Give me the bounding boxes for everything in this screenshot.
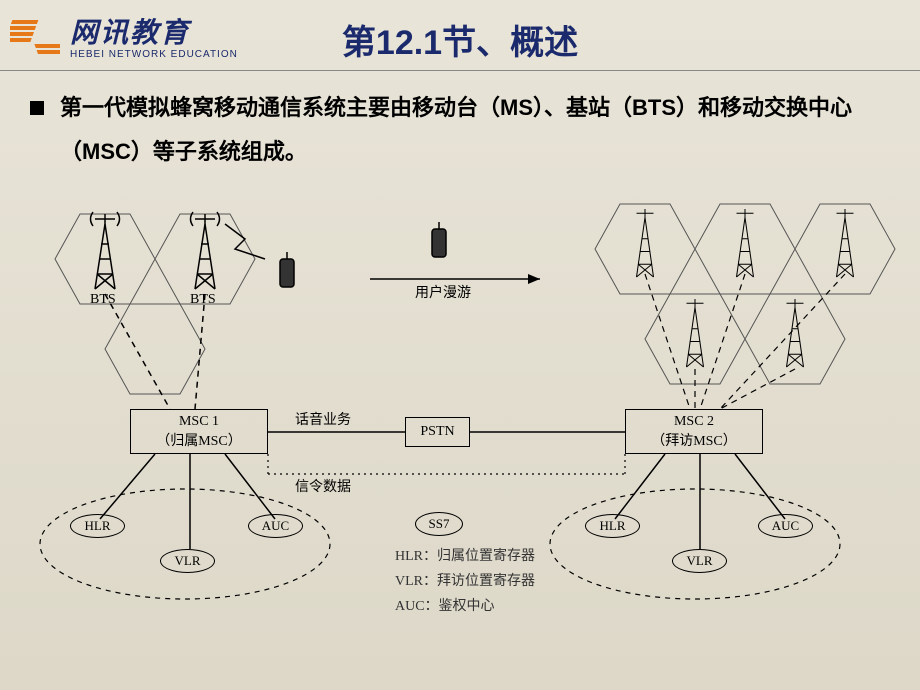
ss7-node: SS7 (415, 512, 463, 536)
legend: HLR：归属位置寄存器 VLR：拜访位置寄存器 AUC：鉴权中心 (395, 544, 535, 620)
msc1-line2: （归属MSC） (156, 432, 242, 452)
hlr-left: HLR (70, 514, 125, 538)
auc-left: AUC (248, 514, 303, 538)
divider (0, 70, 920, 71)
bts-label-2: BTS (190, 292, 216, 308)
legend-auc: AUC：鉴权中心 (395, 594, 535, 619)
logo-text-cn: 网讯教育 (70, 11, 238, 51)
hlr-right: HLR (585, 514, 640, 538)
msc1-line1: MSC 1 (179, 412, 219, 432)
ss7-label: SS7 (429, 516, 450, 532)
bullet-content: 第一代模拟蜂窝移动通信系统主要由移动台（MS）、基站（BTS）和移动交换中心（M… (60, 86, 890, 174)
auc-right: AUC (758, 514, 813, 538)
signal-label: 信令数据 (295, 476, 351, 496)
msc1-box: MSC 1 （归属MSC） (130, 409, 268, 454)
msc2-line1: MSC 2 (674, 412, 714, 432)
msc2-line2: （拜访MSC） (651, 432, 737, 452)
vlr-right: VLR (672, 549, 727, 573)
bullet-paragraph: 第一代模拟蜂窝移动通信系统主要由移动台（MS）、基站（BTS）和移动交换中心（M… (0, 86, 920, 174)
logo-text-en: HEBEI NETWORK EDUCATION (70, 49, 238, 60)
logo: 网讯教育 HEBEI NETWORK EDUCATION (10, 10, 238, 60)
roaming-label: 用户漫游 (415, 282, 471, 302)
legend-vlr: VLR：拜访位置寄存器 (395, 569, 535, 594)
voice-label: 话音业务 (295, 409, 351, 429)
legend-hlr: HLR：归属位置寄存器 (395, 544, 535, 569)
logo-icon (10, 10, 60, 60)
bts-label-1: BTS (90, 292, 116, 308)
header: 网讯教育 HEBEI NETWORK EDUCATION 第12.1节、概述 (0, 0, 920, 70)
network-diagram: BTS BTS 用户漫游 MSC 1 （归属MSC） PSTN MSC 2 （拜… (0, 174, 920, 654)
pstn-label: PSTN (420, 422, 454, 442)
vlr-left: VLR (160, 549, 215, 573)
pstn-box: PSTN (405, 417, 470, 447)
bullet-marker (30, 101, 44, 115)
msc2-box: MSC 2 （拜访MSC） (625, 409, 763, 454)
